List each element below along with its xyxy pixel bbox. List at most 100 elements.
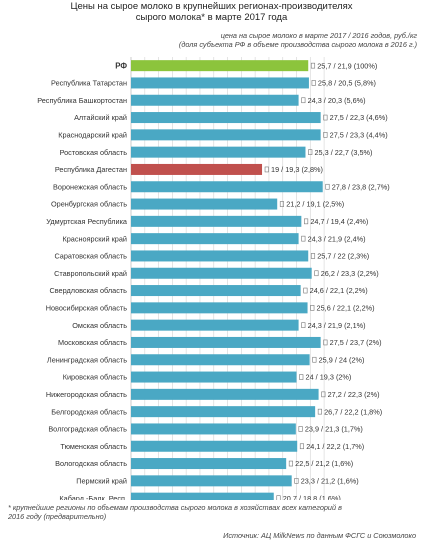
bar — [131, 475, 292, 487]
label-marker — [310, 305, 315, 311]
category-label: Новосибирская область — [46, 303, 127, 312]
label-marker — [312, 356, 317, 363]
label-marker — [264, 166, 269, 173]
label-marker — [310, 253, 316, 259]
data-label: 21,2 / 19,1 (2,5%) — [286, 200, 344, 209]
bar — [131, 215, 302, 227]
bar — [131, 319, 299, 331]
chart-title: Цены на сырое молоко в крупнейших регион… — [0, 1, 423, 23]
label-marker — [308, 149, 313, 155]
data-label: 23,9 / 21,3 (1,7%) — [305, 425, 363, 434]
category-label: Оренбургская область — [51, 200, 127, 209]
category-label: Краснодарский край — [58, 130, 127, 139]
category-label: Свердловская область — [49, 286, 127, 295]
data-label: 26,7 / 22,2 (1,8%) — [324, 407, 382, 416]
bar — [131, 112, 321, 124]
bar — [131, 371, 297, 383]
bar — [131, 336, 321, 348]
category-label: Московская область — [58, 338, 127, 347]
category-label: Вологодская область — [55, 459, 127, 468]
data-label: 27,5 / 23,3 (4,4%) — [330, 130, 388, 139]
label-marker — [301, 322, 306, 328]
label-marker — [288, 460, 293, 467]
bar — [131, 181, 323, 193]
data-label: 22,5 / 21,2 (1,6%) — [295, 459, 353, 468]
bar — [131, 77, 309, 89]
label-marker — [314, 270, 319, 277]
category-label: Пермский край — [76, 476, 127, 485]
data-label: 19 / 19,3 (2,8%) — [271, 165, 323, 174]
data-label: 23,3 / 21,2 (1,6%) — [301, 476, 359, 485]
bar — [131, 285, 301, 297]
category-label: Республика Дагестан — [55, 165, 127, 174]
label-marker — [317, 408, 322, 415]
label-marker — [325, 183, 330, 190]
data-label: 20,7 / 18,8 (1,6%) — [283, 494, 341, 500]
category-label: Омская область — [72, 321, 127, 330]
data-label: 27,2 / 22,3 (2%) — [328, 390, 380, 399]
label-marker — [310, 62, 316, 69]
label-marker — [321, 391, 326, 398]
data-label: 27,8 / 23,8 (2,7%) — [332, 182, 390, 191]
bar — [131, 406, 316, 418]
data-label: 24,6 / 22,1 (2,2%) — [310, 286, 368, 295]
label-marker — [299, 374, 304, 380]
category-label: Кировская область — [63, 373, 127, 382]
bar — [131, 267, 312, 279]
source-note: Источник: АЦ MilkNews по данным ФСГС и С… — [223, 531, 416, 540]
category-label: Кабард.-Балк. Респ. — [59, 494, 127, 500]
label-marker — [323, 132, 328, 138]
bar — [131, 458, 287, 470]
bar — [131, 233, 299, 245]
bar — [131, 60, 309, 72]
chart-title-line1: Цены на сырое молоко в крупнейших регион… — [70, 1, 353, 12]
bar — [131, 423, 296, 435]
label-marker — [311, 80, 316, 86]
category-label: Республика Татарстан — [51, 79, 127, 88]
category-label: Ростовская область — [60, 148, 128, 157]
bar — [131, 440, 298, 452]
chart-subtitle: цена на сырое молоко в марте 2017 / 2016… — [120, 31, 417, 49]
data-label: 25,6 / 22,1 (2,2%) — [317, 303, 375, 312]
bar — [131, 146, 306, 158]
bar — [131, 198, 278, 210]
data-label: 27,5 / 22,3 (4,6%) — [330, 113, 388, 122]
label-marker — [323, 114, 328, 121]
label-marker — [301, 97, 306, 104]
data-label: 24,1 / 22,2 (1,7%) — [306, 442, 364, 451]
data-label: 24,3 / 21,9 (2,4%) — [308, 234, 366, 243]
data-label: 24,3 / 20,3 (5,6%) — [308, 96, 366, 105]
data-label: 24,3 / 21,9 (2,1%) — [308, 321, 366, 330]
bar — [131, 388, 319, 400]
label-marker — [304, 218, 309, 225]
category-label: Тюменская область — [60, 442, 127, 451]
category-label: Саратовская область — [54, 252, 127, 261]
bar — [131, 94, 299, 106]
chart-subtitle-line2: (доля субъекта РФ в объеме производства … — [178, 40, 417, 49]
label-marker — [298, 426, 303, 432]
data-label: 25,9 / 24 (2%) — [319, 355, 365, 364]
data-label: 27,5 / 23,7 (2%) — [330, 338, 382, 347]
data-label: 24 / 19,3 (2%) — [306, 373, 352, 382]
chart-subtitle-line1: цена на сырое молоко в марте 2017 / 2016… — [220, 31, 417, 40]
data-label: 25,3 / 22,7 (3,5%) — [314, 148, 372, 157]
label-marker — [279, 201, 285, 207]
data-label: 26,2 / 23,3 (2,2%) — [321, 269, 379, 278]
label-marker — [323, 339, 328, 346]
category-label: Республика Башкортостан — [37, 96, 127, 105]
bar — [131, 354, 310, 366]
bar — [131, 129, 321, 141]
category-label: Волгоградская область — [48, 425, 127, 434]
data-label: 25,7 / 21,9 (100%) — [317, 61, 377, 70]
label-marker — [276, 495, 281, 500]
data-label: 24,7 / 19,4 (2,4%) — [310, 217, 368, 226]
label-marker — [303, 287, 308, 294]
category-label: Белгородская область — [51, 407, 127, 416]
bar — [131, 163, 263, 175]
category-label: Нижегородская область — [46, 390, 127, 399]
category-label: Воронежская область — [53, 182, 127, 191]
bar — [131, 302, 308, 314]
data-label: 25,8 / 20,5 (5,8%) — [318, 79, 376, 88]
bar-chart: РФ 25,7 / 21,9 (100%) Республика Татарстан… — [37, 57, 390, 500]
category-label: Ленинградская область — [47, 355, 127, 364]
